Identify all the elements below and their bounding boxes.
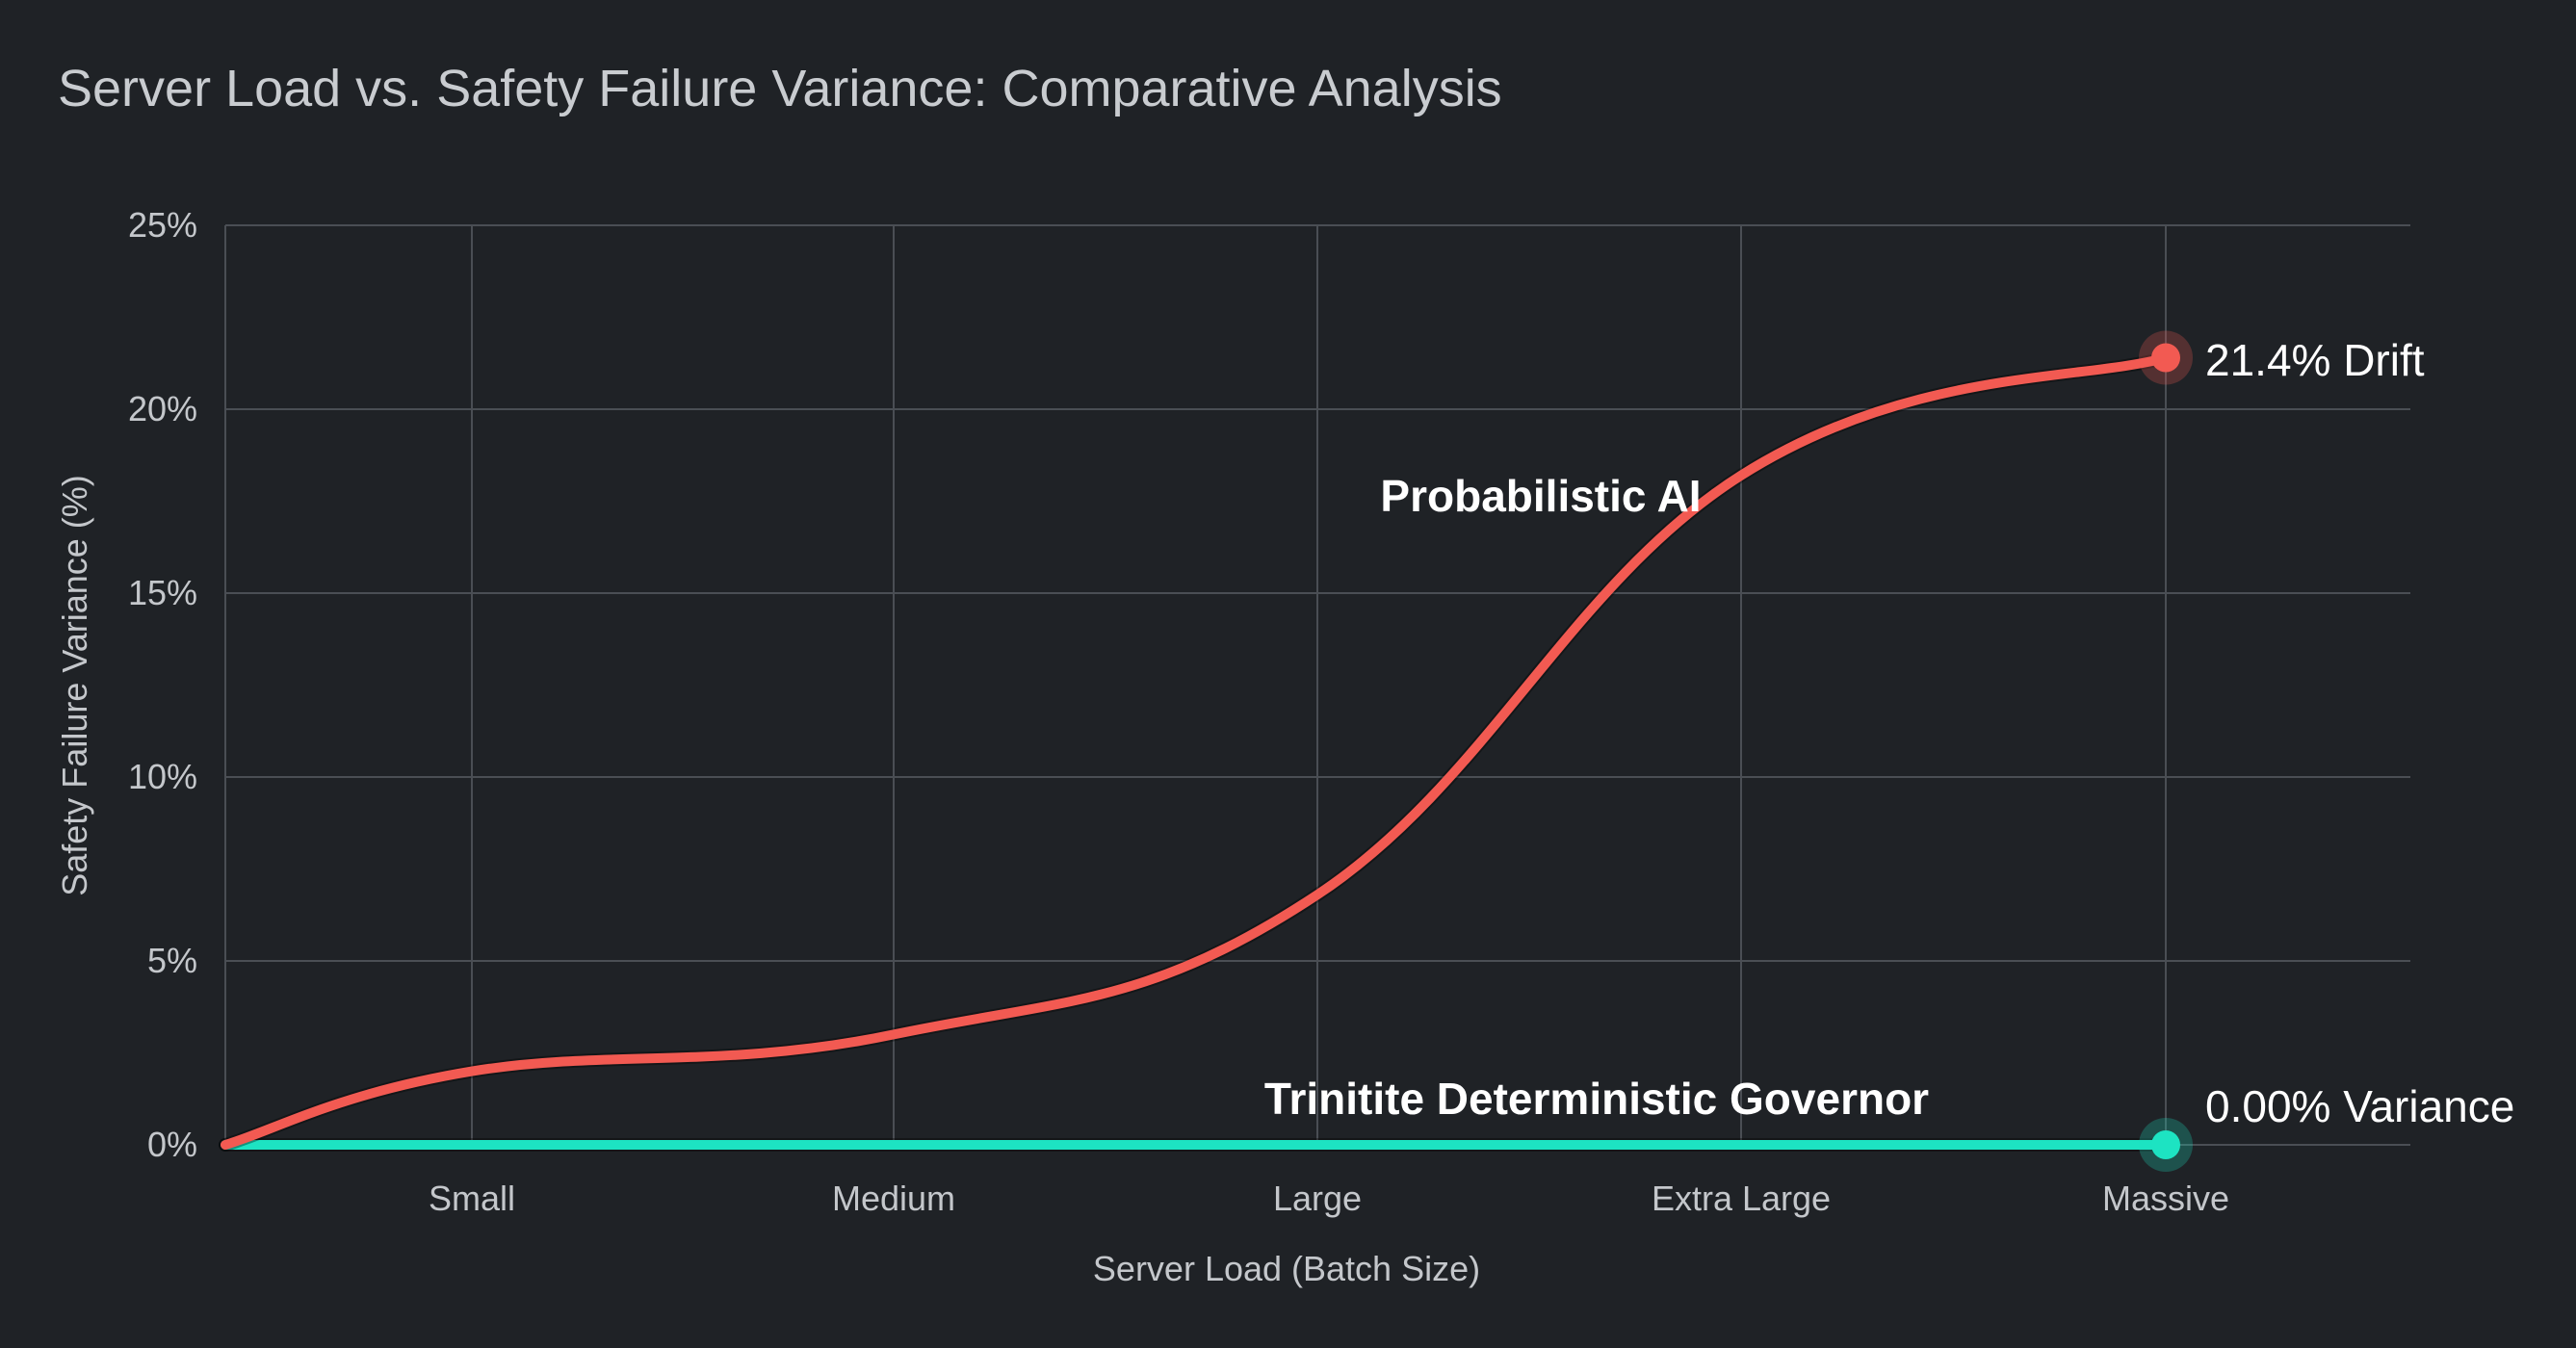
y-tick-label: 25% xyxy=(128,205,197,245)
series-label-trinitite: Trinitite Deterministic Governor xyxy=(1264,1074,1929,1124)
y-tick-label: 10% xyxy=(128,757,197,796)
x-tick-label: Small xyxy=(429,1179,515,1218)
y-ticks: 0% 5% 10% 15% 20% 25% xyxy=(128,205,197,1164)
series-label-probabilistic-ai: Probabilistic AI xyxy=(1380,471,1701,521)
x-axis-label: Server Load (Batch Size) xyxy=(1093,1249,1480,1288)
series-line-probabilistic-ai xyxy=(221,352,2171,1150)
x-ticks: Small Medium Large Extra Large Massive xyxy=(429,1179,2229,1218)
end-label-variance: 0.00% Variance xyxy=(2205,1081,2514,1131)
y-tick-label: 0% xyxy=(147,1125,197,1164)
series xyxy=(219,330,2193,1172)
end-label-drift: 21.4% Drift xyxy=(2205,335,2425,385)
y-tick-label: 20% xyxy=(128,389,197,428)
end-point-marker xyxy=(2151,343,2180,373)
x-tick-label: Massive xyxy=(2102,1179,2229,1218)
grid xyxy=(224,224,2410,1146)
series-shadow-probabilistic-ai xyxy=(219,350,2173,1152)
x-tick-label: Medium xyxy=(832,1179,955,1218)
y-axis-label: Safety Failure Variance (%) xyxy=(55,475,94,896)
end-point-marker xyxy=(2151,1130,2180,1159)
y-tick-label: 5% xyxy=(147,941,197,980)
x-tick-label: Extra Large xyxy=(1652,1179,1831,1218)
y-tick-label: 15% xyxy=(128,573,197,612)
x-tick-label: Large xyxy=(1273,1179,1362,1218)
chart-title: Server Load vs. Safety Failure Variance:… xyxy=(58,60,1502,117)
